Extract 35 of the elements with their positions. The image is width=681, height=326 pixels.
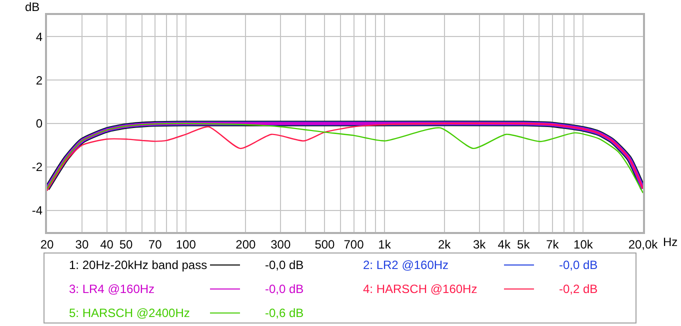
y-tick-label: 2 xyxy=(36,73,43,88)
y-axis-title: dB xyxy=(25,0,40,14)
x-tick-label: 700 xyxy=(344,237,364,252)
x-tick-label: 100 xyxy=(176,237,196,252)
x-tick-label: 2k xyxy=(438,237,452,252)
x-tick-label: 4k xyxy=(498,237,512,252)
text: 2: LR2 @160Hz xyxy=(363,258,449,272)
text: -0,0 dB xyxy=(265,282,304,296)
legend-label: 5: HARSCH @2400Hz xyxy=(69,306,190,320)
legend-label: 4: HARSCH @160Hz xyxy=(363,282,478,296)
x-tick-label: 5k xyxy=(517,237,531,252)
x-tick-label: 500 xyxy=(314,237,336,252)
x-tick-label: 20 xyxy=(40,237,54,252)
x-tick-label: 20,0k xyxy=(628,237,659,252)
text: -0,0 dB xyxy=(559,258,598,272)
x-tick-label: 7k xyxy=(546,237,560,252)
x-tick-label: 300 xyxy=(270,237,291,252)
x-tick-label: 30 xyxy=(75,237,89,252)
x-tick-label: 200 xyxy=(236,237,256,252)
x-tick-label: 1k xyxy=(378,237,392,252)
y-tick-label: 0 xyxy=(36,116,43,131)
text: -0,6 dB xyxy=(265,306,304,320)
x-tick-label: 3k xyxy=(472,237,487,252)
text: 3: LR4 @160Hz xyxy=(69,282,155,296)
text: -0,0 dB xyxy=(265,258,304,272)
legend-label: 1: 20Hz-20kHz band pass xyxy=(69,258,208,272)
y-tick-label: 4 xyxy=(36,30,43,44)
x-axis-title: Hz xyxy=(663,235,678,249)
x-tick-label: 40 xyxy=(100,237,114,252)
y-tick-label: -2 xyxy=(32,160,43,174)
x-tick-label: 70 xyxy=(148,237,162,252)
x-tick-label: 10k xyxy=(574,237,594,252)
y-tick-label: -4 xyxy=(32,204,43,218)
x-tick-label: 50 xyxy=(119,237,134,252)
text: -0,2 dB xyxy=(559,282,598,296)
